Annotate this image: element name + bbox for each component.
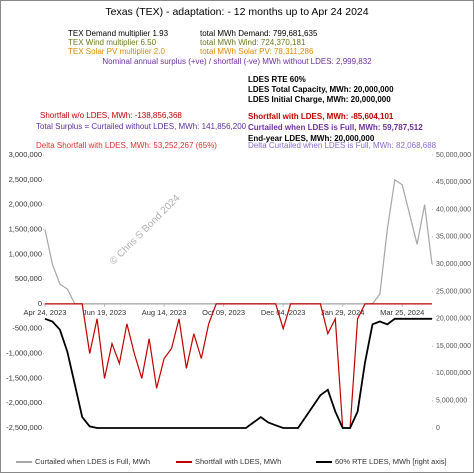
x-tick-label: Jun 19, 2023 [83, 308, 126, 317]
x-tick-label: Aug 14, 2023 [142, 308, 187, 317]
annotation: Shortfall with LDES, MWh: -85,604,101 [248, 112, 394, 121]
y-tick-label: 3,000,000 [9, 150, 42, 159]
annotation: TEX Demand multiplier 1.93 [68, 29, 169, 38]
legend-label: Curtailed when LDES is Full, MWh [35, 457, 150, 466]
y-tick-label: 0 [38, 299, 42, 308]
annotation: LDES RTE 60% [248, 75, 306, 84]
y2-tick-label: 5,000,000 [436, 398, 467, 405]
annotation: Delta Shortfall with LDES, MWh: 53,252,2… [36, 141, 217, 150]
x-tick-label: Jan 29, 2024 [321, 308, 364, 317]
x-tick-label: Apr 24, 2023 [24, 308, 67, 317]
annotation: Total Surplus = Curtailed without LDES, … [36, 122, 247, 131]
y-tick-label: -1,500,000 [6, 373, 42, 382]
legend-label: 60% RTE LDES, MWh [right axis] [335, 457, 447, 466]
annotation: total MWh Demand: 799,681,635 [200, 29, 318, 38]
annotation: Nominal annual surplus (+ve) / shortfall… [102, 57, 372, 66]
annotation: Curtailed when LDES is Full, MWh: 59,787… [248, 123, 423, 132]
annotation: total MWh Solar PV: 78,311,286 [200, 47, 314, 56]
chart-title: Texas (TEX) - adaptation: - 12 months up… [105, 6, 368, 18]
y-tick-label: 1,500,000 [9, 224, 42, 233]
y2-tick-label: 0 [436, 425, 440, 432]
annotation: End-year LDES, MWh: 20,000,000 [248, 134, 375, 143]
annotation: total MWh Wind: 724,370,181 [200, 38, 306, 47]
y-tick-label: -2,500,000 [6, 423, 42, 432]
y2-tick-label: 20,000,000 [436, 316, 471, 323]
annotation: Delta Curtailed when LDES is Full, MWh: … [248, 141, 437, 150]
annotation: TEX Wind multiplier 6.50 [68, 38, 157, 47]
y2-tick-label: 15,000,000 [436, 343, 471, 350]
y2-tick-label: 10,000,000 [436, 370, 471, 377]
series-line [44, 317, 432, 429]
y2-tick-label: 35,000,000 [436, 234, 471, 241]
x-tick-label: Mar 25, 2024 [380, 308, 424, 317]
y2-tick-label: 40,000,000 [436, 206, 471, 213]
x-tick-label: Oct 09, 2023 [202, 308, 245, 317]
annotation: LDES Total Capacity, MWh: 20,000,000 [248, 85, 394, 94]
y-tick-label: -1,000,000 [6, 349, 42, 358]
y-tick-label: 500,000 [15, 274, 42, 283]
y2-tick-label: 45,000,000 [436, 179, 471, 186]
x-tick-label: Dec 04, 2023 [261, 308, 306, 317]
y-tick-label: 1,000,000 [9, 249, 42, 258]
annotation: Shortfall w/o LDES, MWh: -138,856,368 [40, 111, 182, 120]
legend-label: Shortfall with LDES, MWh [195, 457, 281, 466]
y2-tick-label: 30,000,000 [436, 261, 471, 268]
series-line [45, 303, 432, 429]
y2-tick-label: 50,000,000 [436, 152, 471, 159]
y2-tick-label: 25,000,000 [436, 288, 471, 295]
annotation: LDES Initial Charge, MWh: 20,000,000 [248, 95, 391, 104]
y-tick-label: 2,500,000 [9, 175, 42, 184]
y-tick-label: -500,000 [12, 324, 42, 333]
y-tick-label: -2,000,000 [6, 398, 42, 407]
annotation: TEX Solar PV multiplier 2.0 [68, 47, 165, 56]
y-tick-label: 2,000,000 [9, 200, 42, 209]
